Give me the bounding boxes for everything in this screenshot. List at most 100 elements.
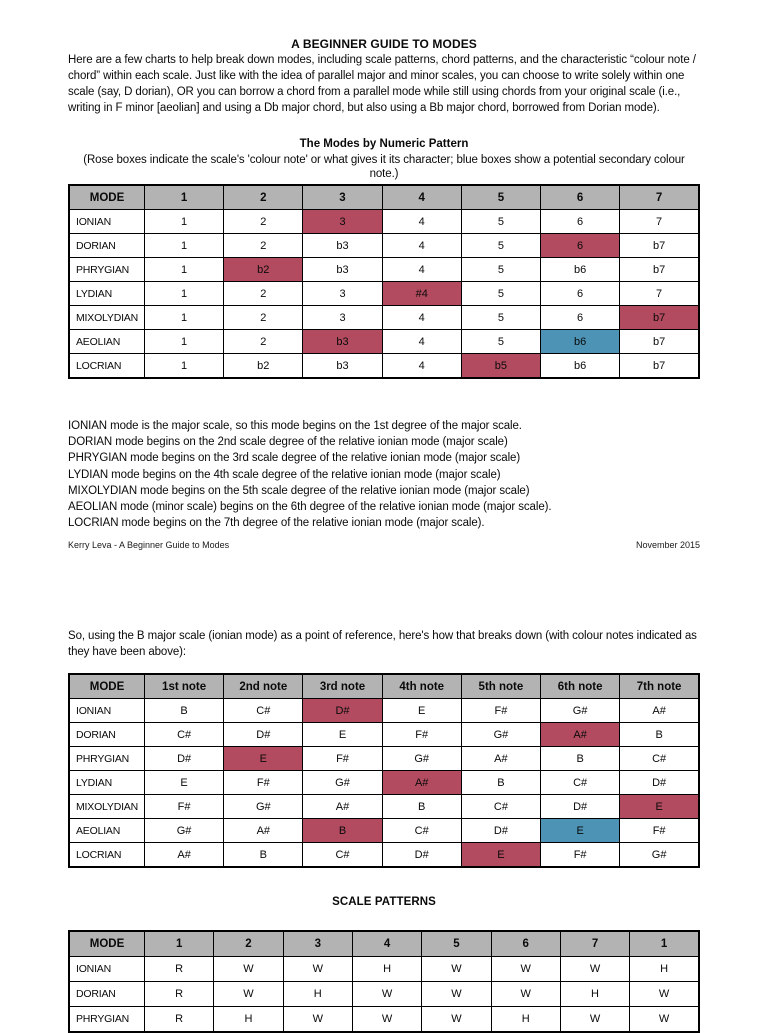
mode-name-cell: IONIAN <box>68 956 145 983</box>
table-cell: 3 <box>302 281 383 306</box>
rose-highlight-cell: E <box>619 794 700 820</box>
table-cell: 2 <box>223 305 304 330</box>
mode-name-cell: DORIAN <box>68 981 145 1008</box>
table-row: AEOLIAN 1 2 b3 4 5 b6 b7 <box>68 329 700 354</box>
table-cell: 1 <box>143 353 225 379</box>
table-cell: 1 <box>143 257 225 282</box>
table-cell: F# <box>302 746 383 772</box>
rose-highlight-cell: b2 <box>223 257 304 282</box>
table-cell: R <box>143 981 215 1008</box>
column-header: 5th note <box>460 673 542 700</box>
blue-highlight-cell: b6 <box>540 329 621 354</box>
footer-date: November 2015 <box>635 540 700 551</box>
mode-name-cell: IONIAN <box>68 209 145 234</box>
table-row: DORIAN 1 2 b3 4 5 6 b7 <box>68 233 700 258</box>
rose-highlight-cell: #4 <box>381 281 462 306</box>
table-cell: B <box>460 770 542 796</box>
mode-name-cell: LYDIAN <box>68 770 145 796</box>
mode-name-cell: AEOLIAN <box>68 818 145 844</box>
rose-highlight-cell: b5 <box>460 353 542 379</box>
column-header: 5 <box>460 184 542 210</box>
rose-highlight-cell: 3 <box>302 209 383 234</box>
rose-highlight-cell: E <box>223 746 304 772</box>
page-footer: Kerry Leva - A Beginner Guide to Modes N… <box>68 540 700 551</box>
column-header: 4th note <box>381 673 462 700</box>
table-cell: 5 <box>460 281 542 306</box>
table-cell: W <box>282 1006 353 1033</box>
table-row: LYDIAN E F# G# A# B C# D# <box>68 770 700 796</box>
table-cell: 4 <box>381 257 462 282</box>
table-cell: W <box>629 1006 700 1033</box>
rose-highlight-cell: B <box>302 818 383 844</box>
column-header: 6th note <box>540 673 621 700</box>
table-cell: B <box>540 746 621 772</box>
table-cell: 1 <box>143 305 225 330</box>
table-cell: W <box>351 1006 423 1033</box>
table-header-row: MODE 1 2 3 4 5 6 7 1 <box>68 930 700 958</box>
table-cell: 2 <box>223 233 304 258</box>
mode-name-cell: LOCRIAN <box>68 842 145 868</box>
table-cell: 5 <box>460 233 542 258</box>
column-header: 7th note <box>619 673 700 700</box>
table-cell: 4 <box>381 329 462 354</box>
mode-name-cell: LYDIAN <box>68 281 145 306</box>
table-cell: C# <box>619 746 700 772</box>
table-cell: H <box>282 981 353 1008</box>
rose-highlight-cell: A# <box>540 722 621 748</box>
mode-note-line: PHRYGIAN mode begins on the 3rd scale de… <box>68 452 521 465</box>
mode-name-cell: PHRYGIAN <box>68 1006 145 1033</box>
column-header: 6 <box>490 930 561 958</box>
table-cell: W <box>351 981 423 1008</box>
scale-patterns-heading: SCALE PATTERNS <box>332 896 436 909</box>
footer-author: Kerry Leva - A Beginner Guide to Modes <box>68 540 230 551</box>
table-cell: C# <box>143 722 225 748</box>
column-header: 2nd note <box>223 673 304 700</box>
table-cell: G# <box>302 770 383 796</box>
table-cell: C# <box>223 698 304 724</box>
table-cell: W <box>629 981 700 1008</box>
mode-name-cell: PHRYGIAN <box>68 746 145 772</box>
table-cell: W <box>421 956 492 983</box>
column-header: 2 <box>223 184 304 210</box>
table-cell: F# <box>143 794 225 820</box>
table-cell: C# <box>381 818 462 844</box>
table-row: LOCRIAN 1 b2 b3 4 b5 b6 b7 <box>68 353 700 379</box>
table-cell: 3 <box>302 305 383 330</box>
column-header: 1 <box>143 184 225 210</box>
table-cell: F# <box>223 770 304 796</box>
table-cell: A# <box>302 794 383 820</box>
table-cell: D# <box>540 794 621 820</box>
table-cell: B <box>223 842 304 868</box>
intro-paragraph: Here are a few charts to help break down… <box>68 54 696 114</box>
table-cell: b7 <box>619 233 700 258</box>
table-cell: D# <box>619 770 700 796</box>
mode-note-line: AEOLIAN mode (minor scale) begins on the… <box>68 501 552 514</box>
table-cell: G# <box>460 722 542 748</box>
table-cell: H <box>490 1006 561 1033</box>
table-cell: A# <box>223 818 304 844</box>
column-header: 4 <box>381 184 462 210</box>
table-cell: b7 <box>619 257 700 282</box>
table-cell: W <box>559 1006 631 1033</box>
column-header: 4 <box>351 930 423 958</box>
table-cell: b7 <box>619 329 700 354</box>
table-cell: D# <box>381 842 462 868</box>
table-cell: 5 <box>460 257 542 282</box>
table-cell: C# <box>540 770 621 796</box>
table-cell: 4 <box>381 305 462 330</box>
numeric-pattern-table: MODE 1 2 3 4 5 6 7 IONIAN 1 2 3 4 5 6 7 DORIAN 1 2 b3 4 5 6 b7 P… <box>68 184 700 379</box>
table-cell: G# <box>143 818 225 844</box>
blue-highlight-cell: E <box>540 818 621 844</box>
table-cell: 2 <box>223 329 304 354</box>
table-cell: A# <box>619 698 700 724</box>
b-major-notes-table: MODE 1st note 2nd note 3rd note 4th note 5th … <box>68 673 700 869</box>
table-row: LOCRIAN A# B C# D# E F# G# <box>68 842 700 868</box>
table-cell: G# <box>223 794 304 820</box>
table-cell: R <box>143 1006 215 1033</box>
table-row: MIXOLYDIAN 1 2 3 4 5 6 b7 <box>68 305 700 330</box>
table-cell: 7 <box>619 209 700 234</box>
table-row: PHRYGIAN 1 b2 b3 4 5 b6 b7 <box>68 257 700 282</box>
table-cell: 2 <box>223 281 304 306</box>
table-cell: D# <box>460 818 542 844</box>
table-cell: H <box>351 956 423 983</box>
